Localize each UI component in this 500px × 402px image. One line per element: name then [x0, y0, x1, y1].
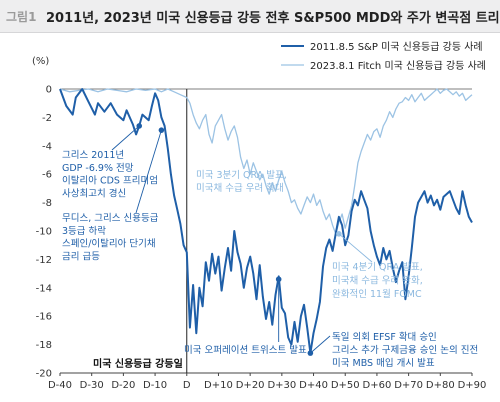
x-tick-label: D+60: [363, 380, 392, 391]
ann-efsf-leader: [310, 335, 331, 354]
x-tick-label: D+30: [267, 380, 296, 391]
ann-greece-2011-line: 이탈리아 CDS 프리미엄: [62, 175, 158, 187]
x-tick-label: D+40: [299, 380, 328, 391]
y-tick-label: -14: [36, 283, 52, 294]
y-tick-label: 0: [46, 85, 52, 96]
x-tick-label: D+90: [458, 380, 487, 391]
ann-greece-2011-line: GDP -6.9% 전망: [62, 163, 134, 174]
ann-efsf-line: 미국 MBS 매입 개시 발표: [332, 357, 435, 369]
x-tick-label: D+10: [204, 380, 233, 391]
y-unit-label: (%): [32, 56, 49, 67]
ann-efsf-line: 그리스 추가 구제금융 승인 논의 진전: [332, 345, 478, 356]
y-tick-label: -6: [42, 170, 52, 181]
ann-moodys-line: 무디스, 그리스 신용등급: [62, 213, 159, 224]
y-tick-label: -2: [42, 113, 52, 124]
ann-q4-qra-leader: [338, 233, 373, 263]
ann-operation-twist-line: 미국 오퍼레이션 트위스트 발표: [184, 344, 307, 356]
y-tick-label: -10: [36, 227, 52, 238]
ann-q3-qra-line: 미국채 수급 우려 확대: [196, 182, 284, 194]
ann-q4-qra-line: 완화적인 11월 FOMC: [332, 288, 422, 300]
y-tick-label: -20: [36, 369, 52, 380]
legend-label-2011: 2011.8.5 S&P 미국 신용등급 강등 사례: [310, 41, 483, 53]
y-tick-label: -4: [42, 141, 52, 152]
x-tick-label: D-20: [111, 380, 135, 391]
ann-greece-2011-leader: [111, 125, 140, 151]
x-tick-label: D+20: [236, 380, 265, 391]
ann-moodys-line: 3등급 하락: [62, 225, 106, 237]
x-tick-label: D+70: [394, 380, 423, 391]
ann-moodys-leader: [135, 130, 162, 214]
x-tick-label: D: [183, 380, 191, 391]
figure-label: 그림1: [6, 10, 37, 24]
legend-label-2023: 2023.8.1 Fitch 미국 신용등급 강등 사례: [310, 60, 486, 72]
y-tick-label: -12: [36, 255, 52, 266]
y-tick-label: -16: [36, 312, 52, 323]
line-series-2023: [59, 88, 473, 235]
ann-q3-qra-line: 미국 3분기 QRA 발표,: [196, 170, 287, 181]
y-tick-label: -8: [42, 198, 52, 209]
x-tick-label: D-30: [80, 380, 104, 391]
ann-q4-qra-line: 미국채 수급 우려 완화,: [332, 274, 423, 286]
x-tick-label: D-40: [48, 380, 72, 391]
title-bar: 그림1 2011년, 2023년 미국 신용등급 강등 전후 S&P500 MD…: [0, 0, 500, 33]
ann-greece-2011-line: 그리스 2011년: [62, 150, 124, 161]
ann-efsf-line: 독일 의회 EFSF 확대 승인: [332, 331, 437, 343]
x-tick-label: D+80: [426, 380, 455, 391]
line-series-2011: [59, 88, 473, 355]
chart-title: 2011년, 2023년 미국 신용등급 강등 전후 S&P500 MDD와 주…: [46, 11, 500, 26]
event-line-label: 미국 신용등급 강등일: [93, 357, 183, 370]
x-tick-label: D+50: [331, 380, 360, 391]
ann-q4-qra-line: 미국 4분기 QRA 발표,: [332, 262, 423, 273]
ann-moodys-line: 금리 급등: [62, 251, 100, 262]
ann-moodys-line: 스페인/이탈리아 단기채: [62, 238, 156, 250]
x-tick-label: D-10: [143, 380, 167, 391]
ann-greece-2011-line: 사상최고치 경신: [62, 187, 126, 199]
y-tick-label: -18: [36, 340, 52, 351]
